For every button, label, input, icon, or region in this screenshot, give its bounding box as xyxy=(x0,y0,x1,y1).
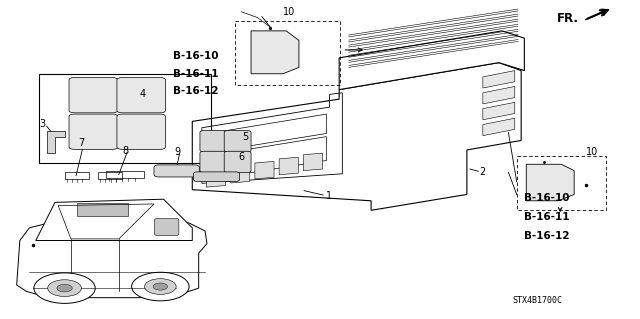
Polygon shape xyxy=(483,118,515,136)
Circle shape xyxy=(48,280,81,297)
Polygon shape xyxy=(251,31,299,74)
Text: 10: 10 xyxy=(283,7,295,17)
Bar xyxy=(106,171,145,178)
Polygon shape xyxy=(483,70,515,88)
Text: B-16-11: B-16-11 xyxy=(524,212,570,222)
Polygon shape xyxy=(279,157,298,175)
Polygon shape xyxy=(526,164,574,201)
Text: 4: 4 xyxy=(140,89,146,100)
Text: 8: 8 xyxy=(122,145,128,156)
Polygon shape xyxy=(17,218,207,298)
Polygon shape xyxy=(483,102,515,120)
Text: B-16-12: B-16-12 xyxy=(173,86,219,96)
Polygon shape xyxy=(47,131,65,153)
Polygon shape xyxy=(36,199,192,241)
Bar xyxy=(39,74,211,163)
Polygon shape xyxy=(339,31,524,90)
Polygon shape xyxy=(192,63,521,210)
FancyBboxPatch shape xyxy=(224,130,251,152)
FancyBboxPatch shape xyxy=(117,114,166,149)
Bar xyxy=(98,172,122,179)
Polygon shape xyxy=(483,86,515,104)
Bar xyxy=(65,172,89,179)
Text: 1: 1 xyxy=(326,191,333,201)
Circle shape xyxy=(34,273,95,303)
Text: 10: 10 xyxy=(586,146,598,157)
Text: FR.: FR. xyxy=(557,12,579,25)
Circle shape xyxy=(153,283,168,290)
Text: B-16-12: B-16-12 xyxy=(524,231,570,241)
Circle shape xyxy=(145,279,176,294)
Text: B-16-10: B-16-10 xyxy=(524,193,570,203)
FancyBboxPatch shape xyxy=(193,172,239,182)
FancyBboxPatch shape xyxy=(224,151,251,173)
Text: 3: 3 xyxy=(39,119,45,129)
Polygon shape xyxy=(230,166,250,183)
Bar xyxy=(235,21,340,85)
FancyBboxPatch shape xyxy=(69,114,118,149)
FancyBboxPatch shape xyxy=(200,130,227,152)
Text: 5: 5 xyxy=(242,132,248,142)
Text: 7: 7 xyxy=(79,138,85,148)
Text: 6: 6 xyxy=(238,152,244,162)
FancyBboxPatch shape xyxy=(200,151,227,173)
Polygon shape xyxy=(255,161,274,179)
Text: STX4B1700C: STX4B1700C xyxy=(513,296,563,305)
Polygon shape xyxy=(303,153,323,171)
Text: 9: 9 xyxy=(174,146,180,157)
Circle shape xyxy=(57,284,72,292)
FancyBboxPatch shape xyxy=(69,78,118,113)
FancyBboxPatch shape xyxy=(154,165,199,177)
FancyBboxPatch shape xyxy=(155,219,179,235)
Text: B-16-11: B-16-11 xyxy=(173,69,219,79)
Bar xyxy=(516,156,606,210)
Bar xyxy=(77,203,129,216)
Circle shape xyxy=(132,272,189,301)
FancyBboxPatch shape xyxy=(117,78,166,113)
Text: B-16-10: B-16-10 xyxy=(173,51,219,61)
Text: 2: 2 xyxy=(479,167,486,177)
Polygon shape xyxy=(206,170,225,187)
